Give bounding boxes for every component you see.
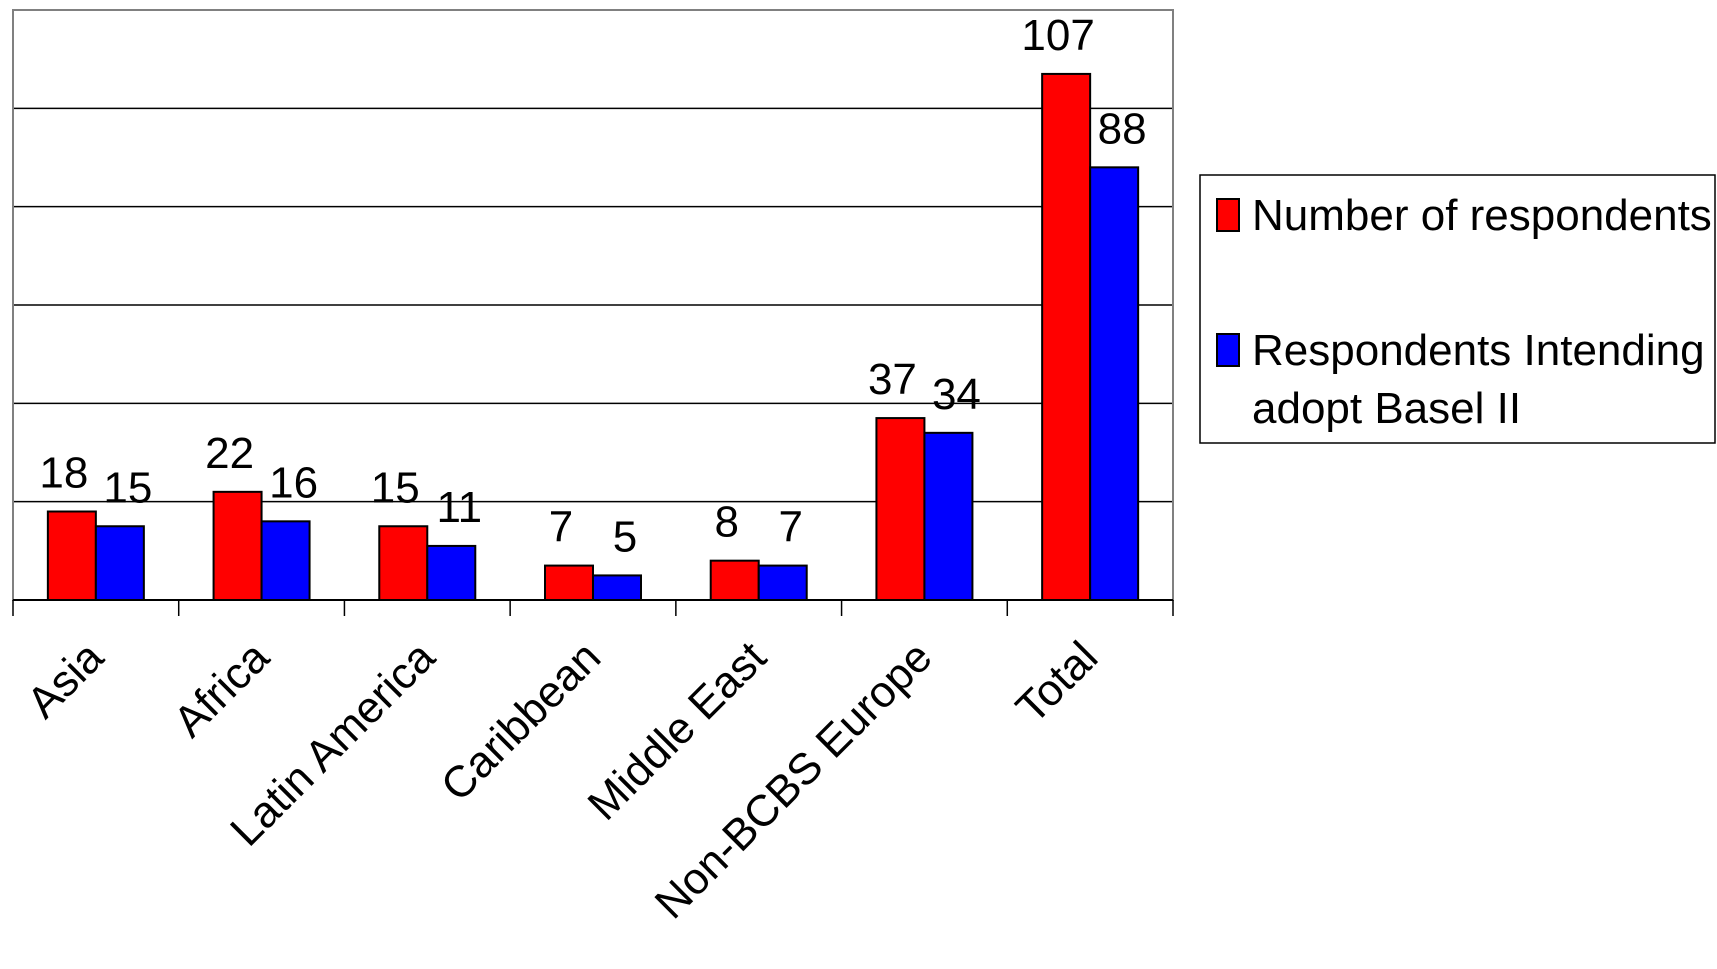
bar-intending-5 <box>924 433 972 600</box>
bar-respondents-2 <box>379 526 427 600</box>
data-label-respondents-2: 15 <box>371 463 420 512</box>
bars <box>48 74 1138 600</box>
bar-respondents-6 <box>1042 74 1090 600</box>
data-label-respondents-5: 37 <box>868 355 917 404</box>
data-label-respondents-0: 18 <box>39 449 88 498</box>
legend-label-respondents: Number of respondents <box>1252 191 1712 240</box>
data-label-respondents-1: 22 <box>205 429 254 478</box>
axes <box>13 10 1173 616</box>
category-label-1: Africa <box>164 632 279 747</box>
data-label-intending-3: 5 <box>613 512 637 561</box>
data-label-intending-5: 34 <box>932 370 981 419</box>
category-label-6: Total <box>1007 632 1107 732</box>
category-label-5: Non-BCBS Europe <box>646 632 942 928</box>
bar-intending-2 <box>427 546 475 600</box>
bar-intending-4 <box>759 566 807 600</box>
data-label-intending-1: 16 <box>269 458 318 507</box>
gridlines <box>13 10 1173 502</box>
data-label-respondents-3: 7 <box>549 503 573 552</box>
bar-intending-1 <box>262 521 310 600</box>
bar-intending-6 <box>1090 167 1138 600</box>
bar-respondents-3 <box>545 566 593 600</box>
data-label-respondents-6: 107 <box>1021 11 1094 60</box>
legend-swatch-intending <box>1217 334 1239 366</box>
bar-respondents-4 <box>711 561 759 600</box>
data-label-intending-4: 7 <box>778 503 802 552</box>
data-label-intending-0: 15 <box>103 463 152 512</box>
category-label-3: Caribbean <box>432 632 610 810</box>
data-label-intending-2: 11 <box>436 483 482 532</box>
legend-swatch-respondents <box>1217 199 1239 231</box>
bar-intending-3 <box>593 575 641 600</box>
bar-respondents-5 <box>876 418 924 600</box>
data-label-respondents-4: 8 <box>714 498 738 547</box>
bar-respondents-0 <box>48 512 96 601</box>
data-label-intending-6: 88 <box>1098 104 1147 153</box>
category-label-0: Asia <box>18 632 114 728</box>
bar-respondents-1 <box>214 492 262 600</box>
bar-intending-0 <box>96 526 144 600</box>
